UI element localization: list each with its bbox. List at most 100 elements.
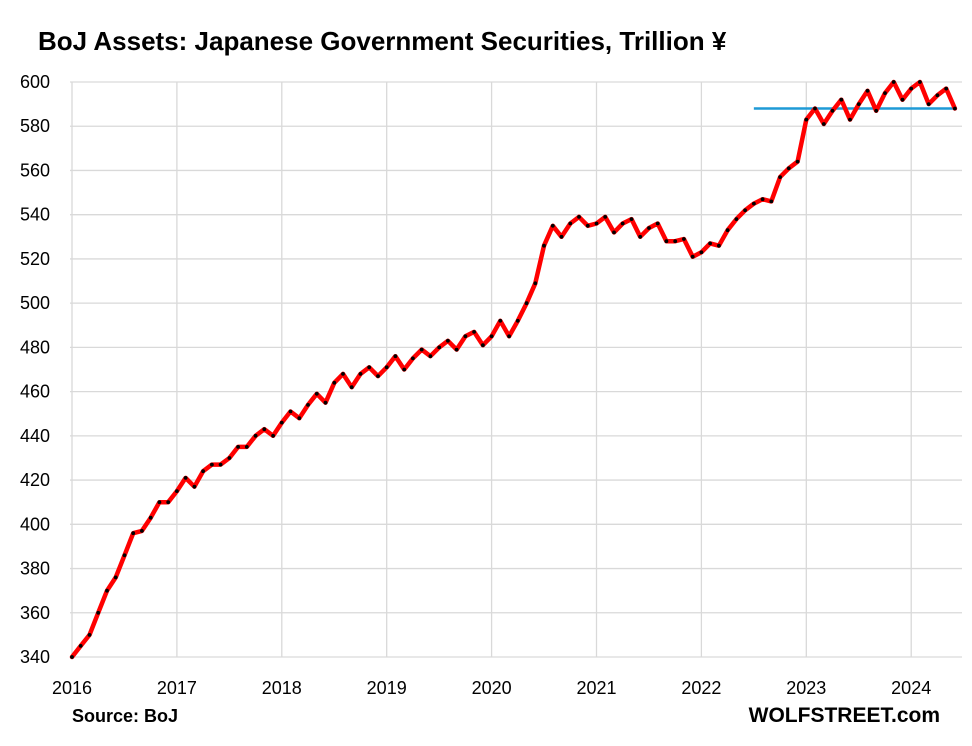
x-tick-label: 2017 <box>157 678 197 698</box>
data-point <box>585 223 590 228</box>
y-tick-label: 460 <box>20 382 50 402</box>
data-point <box>821 122 826 126</box>
data-point <box>148 515 153 520</box>
data-point <box>515 318 520 323</box>
data-point <box>655 221 660 226</box>
x-tick-label: 2022 <box>681 678 721 698</box>
data-point <box>349 385 354 390</box>
data-point <box>647 226 651 230</box>
data-point <box>262 427 267 432</box>
data-point <box>446 338 450 343</box>
data-point <box>795 159 800 164</box>
data-point <box>183 476 188 480</box>
data-point <box>288 409 293 414</box>
data-point <box>253 433 258 438</box>
data-point <box>708 241 712 246</box>
data-point <box>813 106 817 111</box>
data-point <box>699 250 704 255</box>
data-point <box>725 228 730 233</box>
y-tick-label: 420 <box>20 470 50 490</box>
data-point <box>743 208 747 213</box>
y-axis-ticks: 340 360 380 400 420 440 460 480 500 520 540 560 580 6… <box>20 72 50 667</box>
data-point <box>839 97 844 102</box>
data-point <box>314 391 319 396</box>
data-point <box>376 374 380 378</box>
y-tick-label: 580 <box>20 116 50 136</box>
data-point <box>454 347 459 352</box>
data-point <box>437 345 442 350</box>
data-point <box>926 102 931 106</box>
x-tick-label: 2021 <box>576 678 616 698</box>
y-tick-label: 380 <box>20 559 50 579</box>
data-point <box>804 117 809 122</box>
x-tick-label: 2019 <box>367 678 407 698</box>
data-point <box>752 201 756 206</box>
x-tick-label: 2018 <box>262 678 302 698</box>
data-point <box>157 500 162 505</box>
data-point <box>419 347 424 352</box>
x-tick-label: 2024 <box>891 678 931 698</box>
data-point <box>638 234 643 239</box>
data-point <box>332 380 337 385</box>
data-point <box>778 175 782 180</box>
data-point <box>481 343 485 348</box>
data-point <box>900 97 905 102</box>
data-point <box>865 88 870 93</box>
y-tick-label: 440 <box>20 426 50 446</box>
data-point <box>463 334 468 339</box>
chart-title: BoJ Assets: Japanese Government Securiti… <box>38 26 727 56</box>
data-point <box>874 108 879 113</box>
data-point <box>210 462 214 467</box>
data-point <box>201 469 206 474</box>
y-tick-label: 540 <box>20 205 50 225</box>
series-markers <box>70 80 957 659</box>
data-point <box>550 223 555 228</box>
data-point <box>489 334 494 339</box>
y-tick-label: 560 <box>20 160 50 180</box>
data-point <box>786 166 791 171</box>
series-line-group <box>69 79 958 660</box>
x-tick-label: 2016 <box>52 678 92 698</box>
data-point <box>402 367 407 372</box>
data-point <box>664 239 669 244</box>
data-point <box>620 221 625 226</box>
data-point <box>384 365 389 370</box>
data-point <box>393 354 398 359</box>
data-point <box>244 445 249 449</box>
source-note: Source: BoJ <box>72 706 179 726</box>
data-point <box>192 484 197 489</box>
data-point <box>218 462 223 467</box>
data-point <box>603 215 608 219</box>
data-point <box>140 529 144 533</box>
data-point <box>953 106 957 111</box>
x-axis-ticks: 2016 2017 2018 2019 2020 2021 2022 2023 2024 <box>52 678 931 698</box>
data-point <box>166 500 171 505</box>
data-point <box>507 334 511 339</box>
data-point <box>769 199 774 204</box>
data-point <box>682 237 686 241</box>
data-point <box>358 372 363 376</box>
data-point <box>428 354 433 359</box>
data-point <box>498 318 503 323</box>
data-point <box>577 215 581 219</box>
data-point <box>122 553 127 558</box>
data-point <box>673 239 678 244</box>
data-point <box>323 400 328 405</box>
data-point <box>78 644 83 648</box>
brand-watermark: WOLFSTREET.com <box>748 704 940 727</box>
data-point <box>341 372 345 376</box>
data-point <box>909 86 914 91</box>
data-point <box>629 217 634 222</box>
data-point <box>279 420 284 425</box>
data-point <box>848 117 852 122</box>
data-point <box>524 301 529 306</box>
series-line <box>69 79 958 660</box>
data-point <box>367 365 372 370</box>
data-point <box>533 281 538 286</box>
data-point <box>297 416 302 421</box>
data-point <box>131 531 136 536</box>
data-point <box>87 633 92 637</box>
data-point <box>113 575 118 580</box>
grid-lines <box>70 81 962 658</box>
x-tick-label: 2020 <box>472 678 512 698</box>
